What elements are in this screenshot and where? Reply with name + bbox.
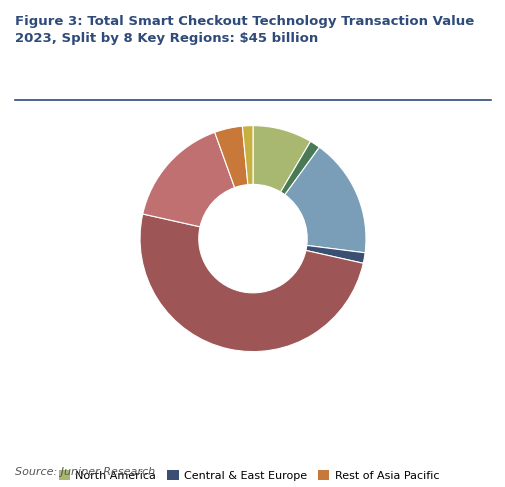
Wedge shape	[242, 126, 252, 185]
Legend: North America, Latin America, West Europe, Central & East Europe, Far East & Chi: North America, Latin America, West Europ…	[54, 466, 451, 487]
Wedge shape	[142, 132, 234, 227]
Text: Source: Juniper Research: Source: Juniper Research	[15, 467, 155, 477]
Text: Figure 3: Total Smart Checkout Technology Transaction Value
2023, Split by 8 Key: Figure 3: Total Smart Checkout Technolog…	[15, 15, 474, 45]
Wedge shape	[284, 147, 365, 253]
Wedge shape	[306, 245, 365, 263]
Wedge shape	[280, 141, 319, 195]
Wedge shape	[252, 126, 310, 192]
Wedge shape	[214, 126, 247, 187]
Wedge shape	[140, 214, 363, 352]
